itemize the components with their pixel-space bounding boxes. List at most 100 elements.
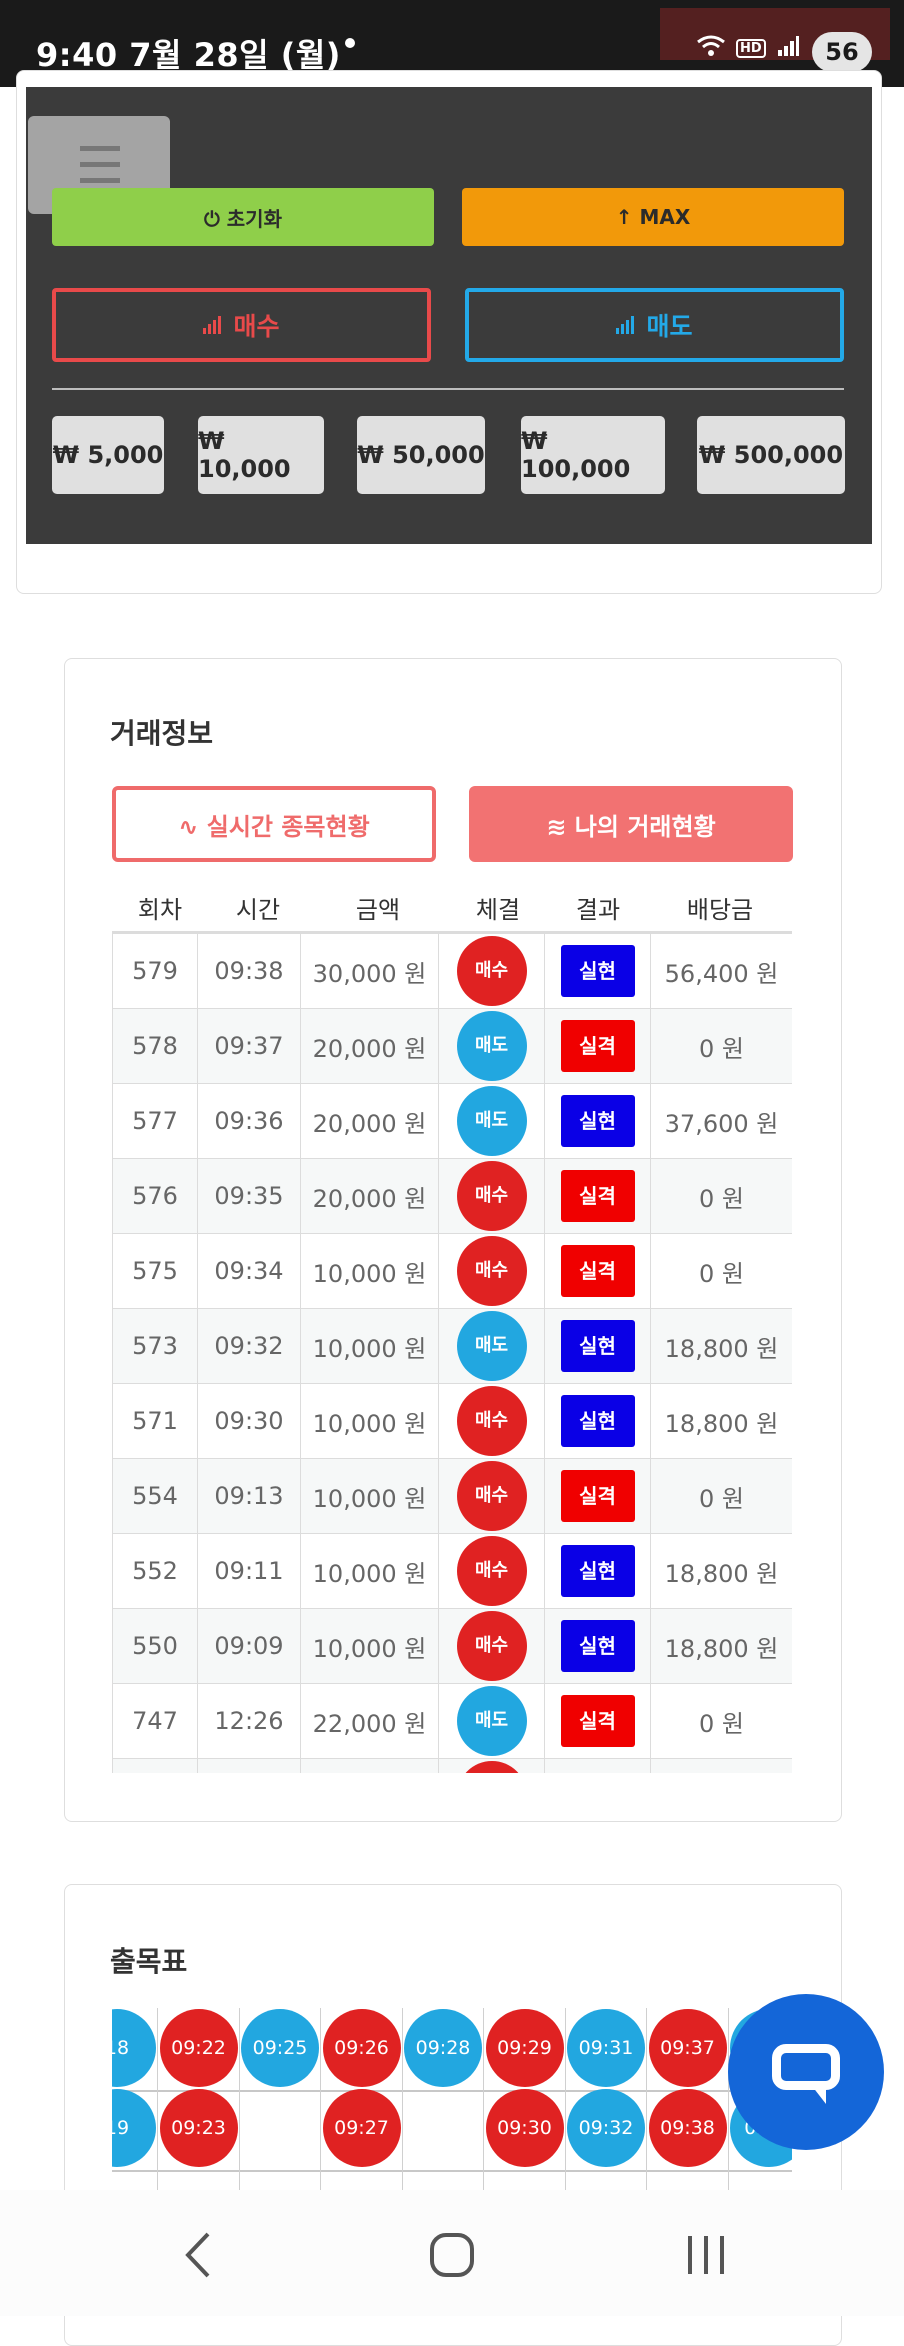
table-row: 578 09:37 20,000 원 매도 실격 0 원 bbox=[112, 1008, 792, 1084]
buy-badge: 매수 bbox=[456, 936, 527, 1006]
status-icons: HD bbox=[696, 34, 800, 63]
recents-icon[interactable] bbox=[684, 2230, 728, 2292]
cell-payout: 18,800 원 bbox=[650, 1608, 792, 1684]
amount-button-500000[interactable]: ₩ 500,000 bbox=[697, 416, 845, 494]
sell-badge: 매도 bbox=[456, 1011, 527, 1081]
cell-time: 09:38 bbox=[197, 933, 301, 1009]
cell-time: 09:37 bbox=[197, 1008, 301, 1084]
amount-button-50000[interactable]: ₩ 50,000 bbox=[357, 416, 485, 494]
wifi-icon bbox=[696, 34, 726, 63]
result-ball-sell: 09:32 bbox=[567, 2089, 645, 2167]
trade-table: 579 09:38 30,000 원 매수 실현 56,400 원 578 09:37 20,0… bbox=[112, 931, 792, 1773]
cell-amount: 10,000 원 bbox=[300, 1233, 439, 1309]
result-badge: 실격 bbox=[560, 1245, 635, 1297]
cell-time: 09:09 bbox=[197, 1608, 301, 1684]
back-icon[interactable] bbox=[178, 2230, 218, 2292]
result-ball-buy: 09:22 bbox=[159, 2009, 238, 2087]
result-ball-sell: 09:25 bbox=[241, 2009, 319, 2087]
cell-payout: 56,400 원 bbox=[650, 933, 792, 1009]
grid-line bbox=[112, 2090, 792, 2092]
signal-bars-icon bbox=[616, 311, 638, 340]
buy-badge: 매수 bbox=[456, 1761, 527, 1773]
cell-side: 매수 bbox=[438, 1233, 545, 1309]
trade-info-title: 거래정보 bbox=[110, 717, 214, 750]
cell-amount: 22,000 원 bbox=[300, 1683, 439, 1759]
cell-time: 09:11 bbox=[197, 1533, 301, 1609]
reset-button[interactable]: ⏻ 초기화 bbox=[52, 188, 434, 246]
chat-icon bbox=[772, 2044, 840, 2090]
home-icon[interactable] bbox=[428, 2230, 476, 2292]
divider bbox=[52, 388, 844, 390]
amount-button-5000[interactable]: ₩ 5,000 bbox=[52, 416, 164, 494]
cell-side: 매수 bbox=[438, 1608, 545, 1684]
sell-label: 매도 bbox=[646, 312, 693, 341]
buy-badge: 매수 bbox=[456, 1461, 527, 1531]
cell-time: 09:34 bbox=[197, 1233, 301, 1309]
result-ball-buy: 09:29 bbox=[485, 2009, 564, 2087]
cell-side: 매수 bbox=[438, 933, 545, 1009]
result-ball-buy: 09:37 bbox=[648, 2009, 727, 2087]
cell-payout: 18,800 원 bbox=[650, 1308, 792, 1384]
cell-amount: 10,000 원 bbox=[300, 1458, 439, 1534]
sell-button[interactable]: 매도 bbox=[465, 288, 844, 362]
cell-result: 실현 bbox=[544, 933, 651, 1009]
cell-round: 578 bbox=[112, 1008, 198, 1084]
cell-amount: 10,000 원 bbox=[300, 1608, 439, 1684]
result-ball-buy: 09:23 bbox=[159, 2089, 238, 2167]
table-row: 매수 bbox=[112, 1758, 792, 1773]
cell-result: 실현 bbox=[544, 1608, 651, 1684]
table-row: 550 09:09 10,000 원 매수 실현 18,800 원 bbox=[112, 1608, 792, 1684]
result-badge: 실격 bbox=[560, 1470, 635, 1522]
hamburger-icon-line bbox=[80, 162, 120, 167]
result-badge: 실현 bbox=[560, 1545, 635, 1597]
cell-side: 매수 bbox=[438, 1758, 545, 1773]
cell-result: 실현 bbox=[544, 1383, 651, 1459]
cell-round: 573 bbox=[112, 1308, 198, 1384]
battery-indicator: 56 bbox=[812, 32, 872, 72]
board-column bbox=[402, 2008, 484, 2192]
board-column bbox=[112, 2008, 158, 2192]
cell-result: 실격 bbox=[544, 1158, 651, 1234]
cell-amount bbox=[300, 1758, 439, 1773]
result-badge: 실격 bbox=[560, 1695, 635, 1747]
table-row: 747 12:26 22,000 원 매도 실격 0 원 bbox=[112, 1683, 792, 1759]
col-side: 체결 bbox=[475, 896, 521, 924]
cell-payout: 18,800 원 bbox=[650, 1383, 792, 1459]
amount-button-100000[interactable]: ₩ 100,000 bbox=[521, 416, 665, 494]
tab-my-trades[interactable]: ≋ 나의 거래현황 bbox=[469, 786, 793, 862]
cell-result bbox=[544, 1758, 651, 1773]
cell-round: 571 bbox=[112, 1383, 198, 1459]
table-row: 579 09:38 30,000 원 매수 실현 56,400 원 bbox=[112, 933, 792, 1009]
buy-badge: 매수 bbox=[456, 1611, 527, 1681]
chat-button[interactable] bbox=[728, 1994, 884, 2150]
navigation-bar bbox=[0, 2190, 904, 2316]
cell-result: 실격 bbox=[544, 1233, 651, 1309]
table-row: 552 09:11 10,000 원 매수 실현 18,800 원 bbox=[112, 1533, 792, 1609]
buy-label: 매수 bbox=[233, 312, 280, 341]
result-ball-sell: 09:31 bbox=[567, 2009, 645, 2087]
amount-button-10000[interactable]: ₩ 10,000 bbox=[198, 416, 324, 494]
cell-time: 09:13 bbox=[197, 1458, 301, 1534]
cell-result: 실격 bbox=[544, 1008, 651, 1084]
buy-button[interactable]: 매수 bbox=[52, 288, 431, 362]
cell-time: 12:26 bbox=[197, 1683, 301, 1759]
cell-round: 554 bbox=[112, 1458, 198, 1534]
buy-badge: 매수 bbox=[456, 1161, 527, 1231]
col-result: 결과 bbox=[575, 896, 621, 924]
cell-time: 09:30 bbox=[197, 1383, 301, 1459]
result-board: 181909:2209:2309:2509:2609:2709:2809:290… bbox=[112, 2008, 792, 2192]
table-header: 회차 시간 금액 체결 결과 배당금 bbox=[112, 890, 792, 930]
notification-dot bbox=[345, 38, 355, 48]
chart-board-title: 출목표 bbox=[110, 1945, 188, 1978]
cell-payout: 0 원 bbox=[650, 1158, 792, 1234]
cell-time: 09:35 bbox=[197, 1158, 301, 1234]
tab-live-status[interactable]: ∿ 실시간 종목현황 bbox=[112, 786, 436, 862]
cell-side: 매도 bbox=[438, 1683, 545, 1759]
hd-icon: HD bbox=[736, 39, 766, 58]
table-row: 575 09:34 10,000 원 매수 실격 0 원 bbox=[112, 1233, 792, 1309]
max-button[interactable]: ↑ MAX bbox=[462, 188, 844, 246]
col-time: 시간 bbox=[235, 896, 281, 924]
cell-amount: 10,000 원 bbox=[300, 1533, 439, 1609]
result-badge: 실격 bbox=[560, 1020, 635, 1072]
board-column bbox=[647, 2008, 729, 2192]
